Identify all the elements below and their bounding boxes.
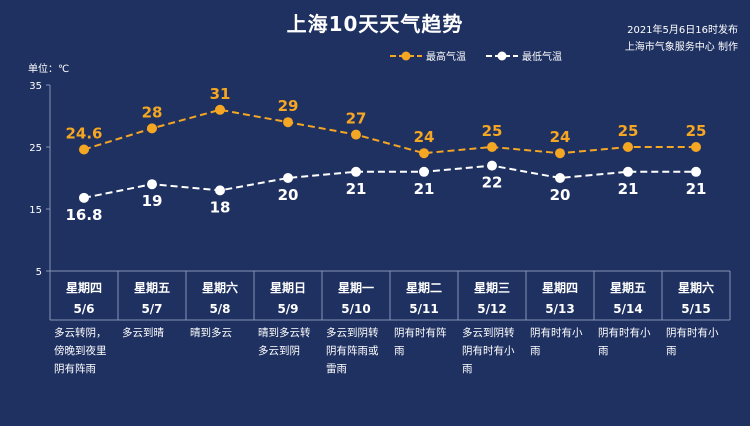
low-temp-point (283, 173, 293, 183)
y-tick-label: 15 (29, 205, 42, 216)
y-tick-label: 25 (29, 143, 42, 154)
low-temp-label: 22 (482, 174, 503, 192)
high-temp-label: 24 (550, 128, 571, 146)
low-temp-point (691, 166, 701, 177)
category-date: 5/8 (209, 302, 230, 316)
low-temp-point (351, 166, 361, 177)
weather-desc: 多云到阴转阴有阵雨或雷雨 (326, 327, 379, 375)
high-temp-point (147, 123, 157, 134)
high-temp-label: 25 (482, 122, 503, 140)
category-date: 5/15 (681, 302, 710, 316)
high-temp-label: 25 (686, 122, 707, 140)
low-temp-point (215, 185, 225, 196)
low-temp-label: 21 (346, 180, 367, 198)
weather-desc: 阴有时有小雨 (666, 327, 719, 357)
legend-item-low: 最低气温 (486, 48, 562, 63)
weather-desc: 阴有时有小雨 (598, 327, 651, 357)
weather-desc: 阴有时有小雨 (530, 327, 583, 357)
chart-title: 上海10天天气趋势 (286, 12, 464, 36)
weather-desc: 阴有时有阵雨 (394, 327, 447, 357)
publish-time: 2021年5月6日16时发布 (627, 25, 738, 36)
high-temp-point (623, 142, 633, 152)
high-temp-point (283, 117, 293, 128)
low-temp-label: 19 (142, 192, 163, 210)
weather-desc: 晴到多云转多云到阴 (258, 327, 311, 357)
publish-info: 2021年5月6日16时发布 上海市气象服务中心 制作 (625, 22, 738, 56)
weather-desc: 多云到阴转阴有时有小雨 (462, 327, 515, 375)
low-temp-point (555, 173, 565, 183)
category-day: 星期四 (542, 280, 578, 295)
low-temp-label: 20 (550, 186, 571, 204)
category-day: 星期二 (406, 280, 442, 295)
high-temp-point (691, 142, 701, 152)
high-temp-label: 27 (346, 110, 367, 128)
legend-high-swatch (390, 51, 422, 60)
category-date: 5/11 (409, 302, 438, 316)
category-date: 5/12 (477, 302, 506, 316)
high-temp-point (215, 104, 225, 115)
low-temp-label: 16.8 (65, 206, 102, 224)
high-temp-label: 29 (278, 97, 299, 115)
low-temp-label: 21 (414, 180, 435, 198)
low-temp-label: 18 (210, 198, 231, 216)
high-temp-point (351, 129, 361, 140)
weather-desc: 多云转阴，傍晚到夜里阴有阵雨 (54, 327, 107, 375)
y-tick-label: 35 (29, 81, 42, 92)
legend-item-high: 最高气温 (390, 48, 466, 63)
low-temp-point (487, 160, 497, 171)
weather-desc: 晴到多云 (190, 327, 232, 339)
high-temp-point (79, 144, 89, 155)
low-temp-label: 20 (278, 186, 299, 204)
category-date: 5/14 (613, 302, 642, 316)
category-day: 星期五 (134, 280, 170, 295)
legend-high-label: 最高气温 (426, 52, 466, 63)
category-day: 星期六 (202, 280, 238, 295)
high-temp-label: 28 (142, 103, 163, 121)
weather-desc: 多云到晴 (122, 327, 164, 339)
low-temp-label: 21 (686, 180, 707, 198)
category-day: 星期五 (610, 280, 646, 295)
category-date: 5/10 (341, 302, 370, 316)
legend-low-label: 最低气温 (522, 52, 562, 63)
category-date: 5/13 (545, 302, 574, 316)
legend-low-swatch (486, 51, 518, 60)
low-temp-point (79, 192, 89, 203)
category-date: 5/6 (73, 302, 94, 316)
low-temp-point (419, 166, 429, 177)
high-temp-label: 25 (618, 122, 639, 140)
category-day: 星期日 (270, 280, 306, 295)
high-temp-label: 24 (414, 128, 435, 146)
category-day: 星期三 (474, 280, 510, 295)
high-temp-label: 24.6 (65, 124, 102, 142)
y-tick-label: 5 (36, 267, 42, 278)
category-date: 5/9 (277, 302, 298, 316)
unit-label: 单位：℃ (28, 64, 70, 75)
low-temp-point (147, 179, 157, 190)
high-temp-point (487, 142, 497, 152)
category-day: 星期六 (678, 280, 714, 295)
high-temp-point (419, 148, 429, 159)
high-temp-line (83, 108, 696, 155)
category-day: 星期一 (338, 280, 374, 295)
category-day: 星期四 (66, 280, 102, 295)
legend: 最高气温 最低气温 (390, 48, 582, 63)
low-temp-line (83, 164, 696, 199)
publisher: 上海市气象服务中心 制作 (624, 42, 738, 53)
high-temp-label: 31 (210, 85, 231, 103)
high-temp-point (555, 148, 565, 159)
category-date: 5/7 (141, 302, 162, 316)
low-temp-point (623, 166, 633, 177)
low-temp-label: 21 (618, 180, 639, 198)
